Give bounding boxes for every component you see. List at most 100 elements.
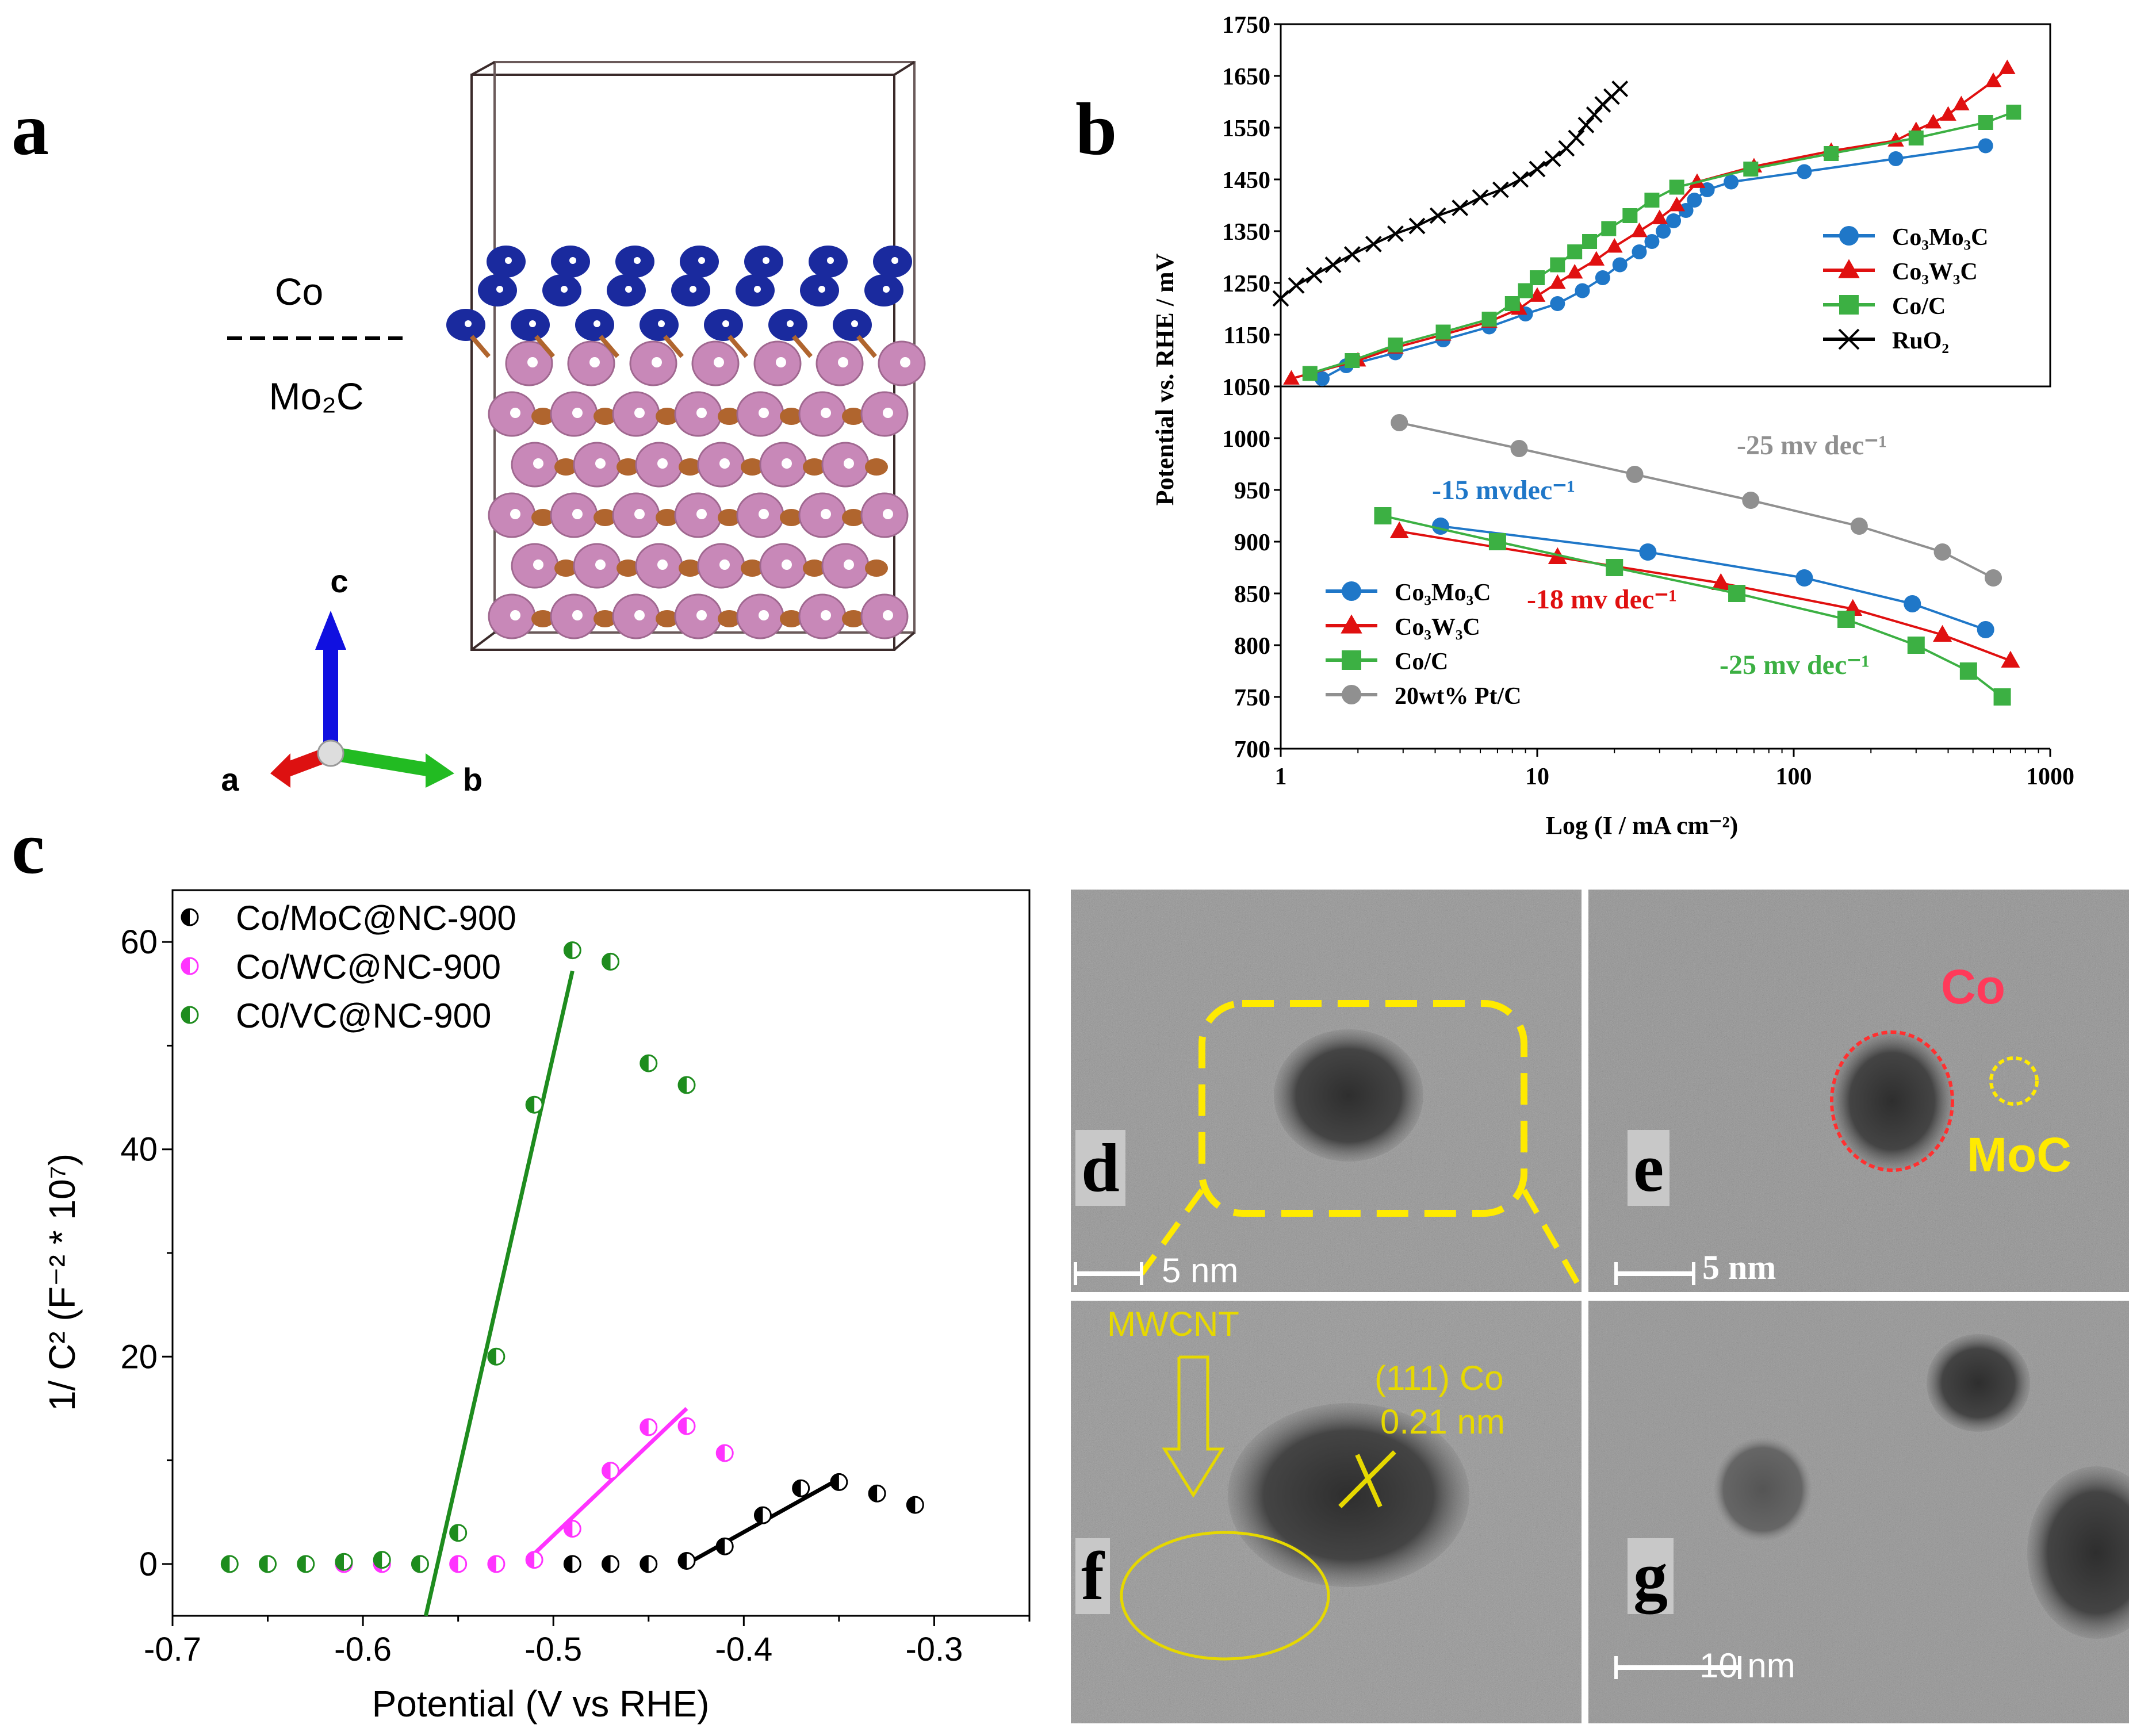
b-bottom-line-0 [1440, 525, 1986, 631]
c-atom [780, 610, 803, 627]
b-ann-co: -25 mv dec⁻¹ [1720, 650, 1870, 680]
b-top-point-3 [1586, 106, 1603, 123]
c-legend-label-0: Co/MoC@NC-900 [236, 899, 516, 937]
b-top-point-1 [1985, 72, 2002, 87]
b-top-legend-marker-2 [1839, 295, 1859, 315]
c-point-2 [449, 1524, 468, 1542]
b-top-point-1 [1887, 132, 1904, 147]
c-legend-marker-1 [181, 957, 199, 975]
b-top-point-3 [1387, 225, 1404, 242]
c-point-1 [602, 1462, 620, 1480]
b-top-point-2 [1601, 221, 1617, 236]
axis-triad [270, 611, 454, 788]
b-top-point-1 [1566, 264, 1583, 279]
c-point-0 [715, 1537, 734, 1555]
b-top-point-2 [1567, 244, 1583, 259]
panel-a-structure: Co Mo₂C c a b [221, 61, 926, 798]
b-top-point-3 [1408, 217, 1426, 235]
b-top-point-3 [1343, 246, 1361, 263]
c-atom [741, 559, 764, 577]
c-point-0 [830, 1473, 848, 1491]
b-top-point-1 [1606, 238, 1623, 253]
b-bottom-point-0 [1795, 569, 1813, 587]
b-top-point-3 [1365, 236, 1382, 252]
c-legend-label-1: Co/WC@NC-900 [236, 948, 501, 986]
panel-f-letter: f [1075, 1538, 1110, 1614]
b-top-point-3 [1429, 207, 1446, 224]
b-top-ytick: 1750 [1222, 12, 1270, 39]
chart-b-xlabel: Log (I / mA cm⁻²) [1546, 811, 1739, 840]
panel-d-letter: d [1075, 1130, 1125, 1206]
c-xtick: -0.7 [144, 1631, 201, 1668]
c-point-0 [906, 1496, 924, 1514]
b-bottom-point-3 [1510, 440, 1528, 457]
c-atom [718, 408, 741, 425]
b-top-point-0 [1550, 296, 1565, 311]
b-bottom-point-3 [1850, 518, 1868, 535]
b-bottom-point-3 [1985, 569, 2002, 587]
b-top-point-1 [1940, 106, 1956, 121]
c-ytick: 40 [120, 1131, 158, 1168]
c-atom [531, 509, 554, 526]
panel-a-letter: a [12, 88, 49, 171]
axis-a-label: a [221, 761, 239, 798]
c-point-0 [677, 1551, 696, 1570]
b-top-point-0 [1978, 138, 1993, 154]
b-top-legend-label-2: Co/C [1892, 293, 1946, 320]
b-bottom-point-2 [1728, 585, 1746, 602]
b-top-point-3 [1305, 267, 1323, 283]
c-point-2 [563, 941, 581, 960]
b-xtick: 10 [1525, 764, 1549, 790]
b-bottom-point-2 [1993, 688, 2011, 706]
b-top-point-3 [1529, 160, 1546, 178]
c-atom [718, 509, 741, 526]
b-bottom-point-2 [1837, 611, 1855, 628]
c-atom [842, 509, 865, 526]
chart-c-xlabel: Potential (V vs RHE) [372, 1683, 710, 1724]
panel-c-letter: c [12, 807, 45, 890]
b-top-point-2 [1908, 131, 1924, 145]
c-atom [656, 509, 679, 526]
b-top-point-0 [1644, 234, 1660, 249]
b-bottom-legend-label-0: Co₃Mo₃C [1395, 580, 1491, 606]
b-top-point-0 [1632, 244, 1647, 259]
tem-f-mwcnt-label: MWCNT [1107, 1305, 1239, 1343]
b-bottom-ytick: 800 [1234, 633, 1270, 660]
b-bottom-point-1 [2001, 650, 2020, 668]
b-bottom-point-2 [1374, 507, 1392, 524]
panel-b-letter: b [1075, 88, 1117, 171]
b-top-legend-label-1: Co₃W₃C [1892, 259, 1978, 285]
c-point-0 [868, 1484, 886, 1503]
b-top-point-1 [1529, 287, 1546, 302]
b-top-point-3 [1577, 117, 1595, 133]
panel-e-letter: e [1628, 1130, 1670, 1206]
c-xtick: -0.6 [334, 1631, 392, 1668]
b-top-ytick: 1050 [1222, 374, 1270, 401]
chart-c-ylabel: 1/ C² (F⁻² * 10⁷) [41, 1153, 83, 1411]
b-top-point-2 [1669, 179, 1684, 195]
tem-f-mwcnt-ellipse [1120, 1531, 1330, 1661]
b-bottom-legend-label-1: Co₃W₃C [1395, 614, 1480, 641]
c-atom [718, 610, 741, 627]
c-atom [865, 458, 888, 476]
b-top-point-2 [1622, 208, 1638, 223]
b-top-point-2 [1481, 312, 1497, 327]
b-top-point-0 [1687, 193, 1702, 208]
b-top-point-3 [1272, 290, 1289, 307]
b-top-point-0 [1656, 224, 1671, 239]
b-top-ytick: 1550 [1222, 116, 1270, 142]
c-point-1 [640, 1418, 658, 1436]
c-atom [593, 610, 617, 627]
c-point-1 [449, 1555, 468, 1573]
b-top-legend-marker-3 [1838, 328, 1860, 350]
b-top-point-1 [1588, 251, 1605, 266]
b-top-point-1 [1631, 223, 1648, 237]
c-point-2 [297, 1555, 315, 1573]
b-xtick: 1000 [2026, 764, 2074, 790]
c-xtick: -0.3 [905, 1631, 963, 1668]
b-top-point-0 [1888, 151, 1904, 166]
b-bottom-ytick: 900 [1234, 530, 1270, 556]
b-top-point-1 [1549, 274, 1566, 289]
b-top-ytick: 1350 [1222, 219, 1270, 246]
c-atom [679, 458, 702, 476]
